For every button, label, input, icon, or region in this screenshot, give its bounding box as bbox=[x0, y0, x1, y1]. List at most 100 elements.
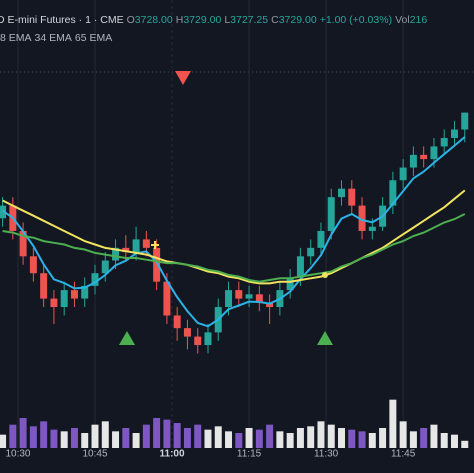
candle-body bbox=[255, 294, 263, 303]
cross-signal bbox=[322, 272, 328, 278]
candle-body bbox=[132, 239, 140, 253]
volume-bar bbox=[409, 431, 417, 448]
volume-bar bbox=[29, 426, 37, 448]
buy-signal bbox=[317, 331, 333, 345]
ema-line bbox=[2, 213, 466, 283]
volume-bar bbox=[255, 429, 263, 448]
volume-bar bbox=[9, 424, 17, 448]
x-tick-label: 11:45 bbox=[391, 449, 416, 460]
volume-bar bbox=[317, 421, 325, 448]
candle-body bbox=[112, 247, 120, 261]
volume-bar bbox=[461, 440, 469, 448]
volume-bar bbox=[204, 429, 212, 448]
candle-body bbox=[430, 146, 438, 160]
volume-bar bbox=[399, 421, 407, 448]
cross-signal bbox=[151, 241, 159, 249]
volume-bar bbox=[348, 429, 356, 448]
candle-body bbox=[399, 167, 407, 181]
volume-bar bbox=[368, 433, 376, 448]
volume-pane bbox=[0, 399, 469, 448]
candle-body bbox=[142, 239, 150, 248]
candle-body bbox=[368, 226, 376, 231]
volume-bar bbox=[112, 431, 120, 448]
volume-bar bbox=[60, 431, 68, 448]
candle-body bbox=[358, 205, 366, 231]
volume-bar bbox=[430, 424, 438, 448]
volume-bar bbox=[420, 428, 428, 448]
volume-bar bbox=[440, 433, 448, 448]
candle-body bbox=[338, 188, 345, 198]
x-tick-label: 11:00 bbox=[160, 449, 185, 460]
volume-bar bbox=[122, 428, 130, 448]
volume-bar bbox=[40, 421, 48, 448]
volume-bar bbox=[142, 424, 150, 448]
candle-body bbox=[60, 290, 68, 308]
x-tick-label: 11:30 bbox=[314, 449, 339, 460]
volume-bar bbox=[450, 434, 458, 448]
candle-body bbox=[409, 154, 417, 168]
candle-body bbox=[235, 290, 243, 299]
volume-value: 216 bbox=[409, 14, 428, 26]
candle-body bbox=[29, 256, 37, 274]
volume-bar bbox=[214, 426, 222, 448]
candle-body bbox=[327, 197, 335, 231]
buy-signal bbox=[119, 331, 135, 345]
volume-bar bbox=[194, 424, 202, 448]
volume-bar bbox=[358, 431, 366, 448]
x-tick-label: 10:45 bbox=[82, 449, 107, 460]
ohlc-value: 3728.00 bbox=[134, 14, 173, 26]
candle-body bbox=[440, 137, 448, 147]
volume-bar bbox=[389, 399, 397, 448]
candle-body bbox=[204, 332, 212, 346]
volume-bar bbox=[327, 424, 335, 448]
volume-bar bbox=[276, 431, 284, 448]
ohlc-key: O bbox=[126, 14, 135, 26]
volume-bar bbox=[153, 418, 161, 448]
ohlc-value: 3729.00 bbox=[278, 14, 317, 26]
candle-body bbox=[173, 315, 181, 329]
volume-bar bbox=[296, 428, 304, 448]
candles bbox=[0, 112, 469, 354]
symbol-title: D E-mini Futures · 1 · CME bbox=[0, 14, 124, 26]
candle-body bbox=[70, 290, 78, 299]
volume-bar bbox=[50, 429, 58, 448]
ema-lines bbox=[2, 136, 466, 328]
volume-bar bbox=[183, 428, 191, 448]
candle-body bbox=[163, 281, 171, 316]
volume-bar bbox=[91, 424, 99, 448]
volume-bar bbox=[245, 428, 253, 448]
candle-body bbox=[296, 256, 304, 278]
ohlc-key: L bbox=[224, 14, 231, 26]
change: +1.00 (+0.03%) bbox=[319, 14, 393, 26]
candle-body bbox=[348, 188, 356, 206]
x-tick-label: 10:30 bbox=[5, 449, 30, 460]
ohlc-value: 3729.00 bbox=[183, 14, 222, 26]
symbol-legend: D E-mini Futures · 1 · CME O3728.00 H3729.… bbox=[0, 14, 430, 26]
volume-key: Vol bbox=[395, 14, 410, 26]
grid bbox=[17, 0, 404, 448]
candle-body bbox=[101, 260, 109, 274]
ema-legend: 8 EMA bbox=[0, 32, 32, 44]
ohlc-key: H bbox=[175, 14, 184, 26]
candle-body bbox=[153, 247, 161, 282]
volume-bar bbox=[266, 424, 274, 448]
candle-body bbox=[122, 247, 130, 253]
candle-body bbox=[225, 290, 233, 308]
candle-body bbox=[461, 112, 469, 130]
candle-body bbox=[40, 273, 48, 299]
candle-body bbox=[91, 273, 99, 286]
ema-line bbox=[2, 189, 466, 285]
volume-bar bbox=[132, 433, 140, 448]
candle-body bbox=[19, 230, 27, 257]
volume-bar bbox=[379, 428, 387, 448]
ema-legend: 34 EMA bbox=[34, 32, 72, 44]
volume-bar bbox=[19, 418, 27, 448]
candle-body bbox=[50, 298, 58, 308]
candle-body bbox=[266, 302, 274, 308]
candle-body bbox=[389, 180, 397, 206]
candle-body bbox=[183, 328, 191, 337]
indicator-legend: 8 EMA 34 EMA 65 EMA bbox=[0, 32, 115, 44]
ema-legend: 65 EMA bbox=[74, 32, 113, 44]
candle-body bbox=[450, 129, 458, 138]
